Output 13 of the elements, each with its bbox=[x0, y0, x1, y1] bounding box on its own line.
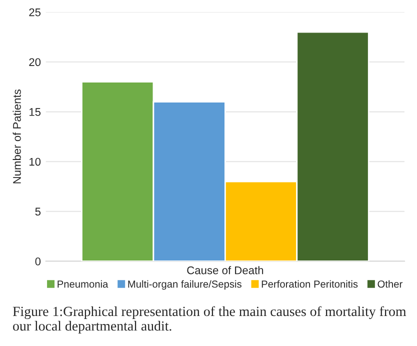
y-axis-title: Number of Patients bbox=[12, 90, 21, 184]
y-tick-label: 20 bbox=[29, 58, 41, 66]
y-tick-label: 10 bbox=[30, 158, 41, 166]
legend-label: Multi-organ failure/Sepsis bbox=[128, 280, 242, 290]
x-axis-title: Cause of Death bbox=[187, 266, 264, 274]
y-tick-label: 0 bbox=[35, 257, 41, 266]
legend-label: Pneumonia bbox=[58, 280, 108, 288]
y-tick-label: 5 bbox=[35, 208, 41, 216]
caption: Figure 1:Graphical representation of the main causes of mortality from our local departmental audit. bbox=[12, 306, 406, 334]
y-tick-label: 25 bbox=[29, 8, 41, 16]
y-tick-label: 15 bbox=[30, 108, 41, 116]
legend-label: Perforation Peritonitis bbox=[262, 280, 358, 288]
legend-label: Other bbox=[378, 280, 402, 288]
